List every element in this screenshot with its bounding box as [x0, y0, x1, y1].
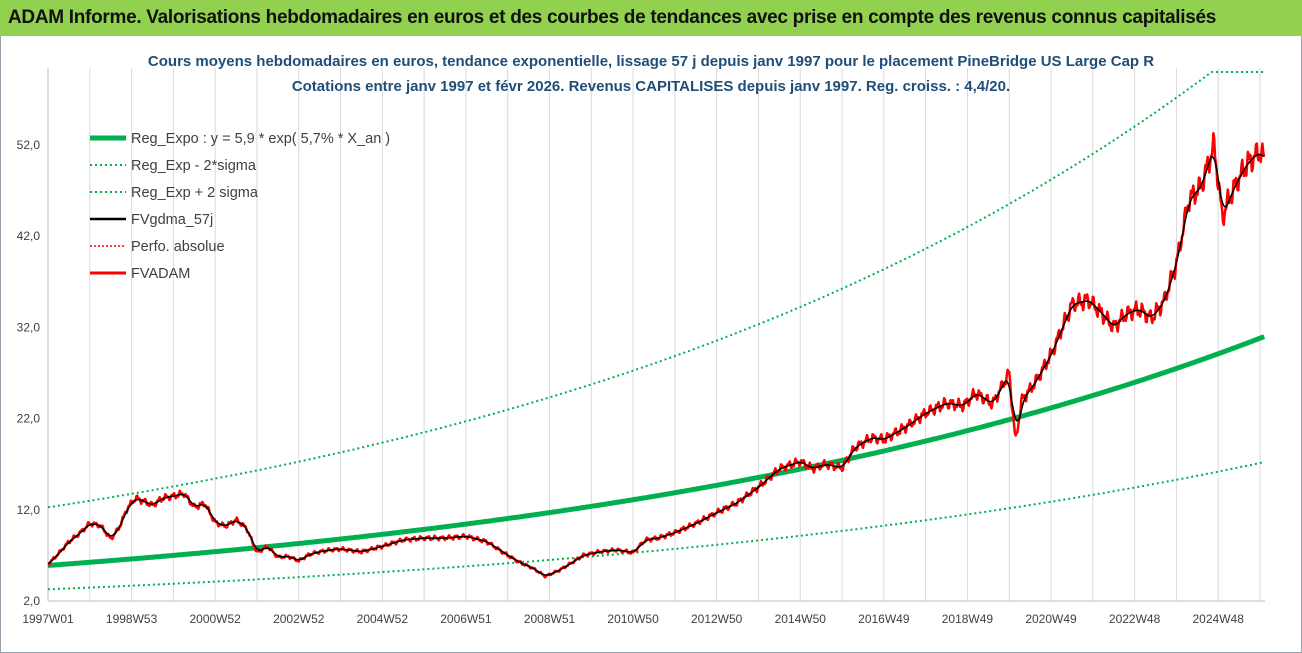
x-tick-label: 2010W50 — [607, 612, 659, 626]
tick-labels: 2,0 12,0 22,0 32,0 42,0 52,0 1997W01 1998W53 200… — [17, 138, 1245, 626]
series-reg-plus-2sigma — [47, 71, 1265, 509]
legend-label: FVgdma_57j — [131, 212, 213, 228]
series-reg-minus-2sigma — [47, 461, 1265, 591]
axes — [47, 68, 1265, 602]
x-tick-label: 2018W49 — [942, 612, 994, 626]
x-tick-label: 2024W48 — [1193, 612, 1245, 626]
series-reg-expo — [47, 334, 1266, 568]
gridlines — [47, 68, 1261, 601]
x-tick-label: 1997W01 — [22, 612, 74, 626]
legend-label: FVADAM — [131, 266, 190, 282]
y-tick-label: 22,0 — [17, 412, 41, 426]
y-tick-label: 2,0 — [23, 594, 40, 608]
y-tick-label: 52,0 — [17, 138, 41, 152]
x-tick-label: 2012W50 — [691, 612, 743, 626]
legend-label: Reg_Exp + 2 sigma — [131, 185, 259, 201]
x-tick-label: 1998W53 — [106, 612, 158, 626]
header-bar: ADAM Informe. Valorisations hebdomadaire… — [0, 0, 1302, 36]
series-fvgdma-57j — [47, 153, 1265, 576]
header-title: ADAM Informe. Valorisations hebdomadaire… — [8, 7, 1217, 28]
legend-label: Perfo. absolue — [131, 239, 225, 255]
x-tick-label: 2016W49 — [858, 612, 910, 626]
x-tick-label: 2002W52 — [273, 612, 325, 626]
x-tick-label: 2022W48 — [1109, 612, 1161, 626]
y-tick-label: 32,0 — [17, 320, 41, 334]
x-tick-label: 2008W51 — [524, 612, 576, 626]
x-tick-label: 2020W49 — [1025, 612, 1077, 626]
chart: 2,0 12,0 22,0 32,0 42,0 52,0 1997W01 1998W53 200… — [17, 53, 1266, 626]
chart-title-line: Cotations entre janv 1997 et févr 2026. … — [292, 78, 1010, 95]
x-tick-label: 2014W50 — [775, 612, 827, 626]
chart-titles: Cours moyens hebdomadaires en euros, ten… — [148, 53, 1154, 95]
y-tick-label: 12,0 — [17, 503, 41, 517]
y-tick-label: 42,0 — [17, 229, 41, 243]
x-tick-label: 2006W51 — [440, 612, 492, 626]
legend: Reg_Expo : y = 5,9 * exp( 5,7% * X_an ) R… — [90, 131, 390, 282]
series-layer — [47, 71, 1266, 591]
x-tick-label: 2004W52 — [357, 612, 409, 626]
legend-label: Reg_Expo : y = 5,9 * exp( 5,7% * X_an ) — [131, 131, 390, 147]
x-tick-label: 2000W52 — [189, 612, 241, 626]
legend-label: Reg_Exp - 2*sigma — [131, 158, 257, 174]
chart-title-line: Cours moyens hebdomadaires en euros, ten… — [148, 53, 1154, 70]
